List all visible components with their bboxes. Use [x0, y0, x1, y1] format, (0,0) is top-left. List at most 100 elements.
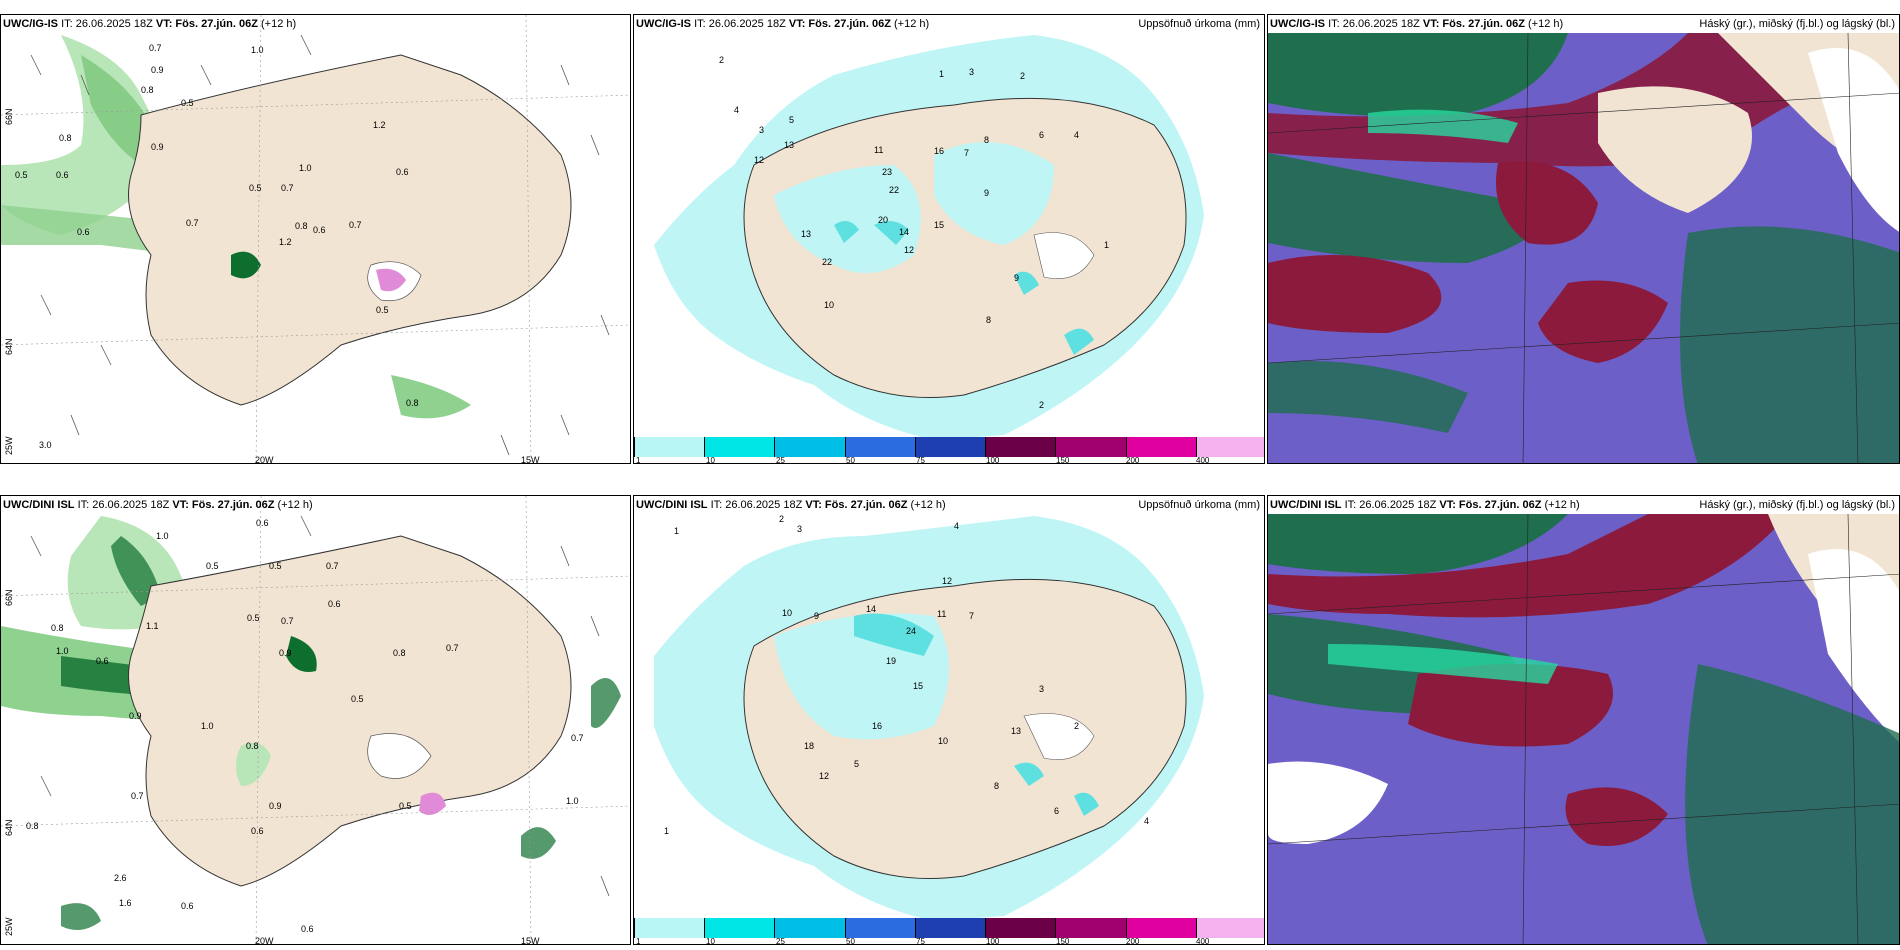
lat-label: 66N: [4, 108, 14, 125]
scale-tick: 10: [706, 937, 715, 945]
lon-label: 20W: [255, 936, 274, 945]
panel-header: UWC/IG-IS IT: 26.06.2025 18Z VT: Fös. 27…: [1270, 18, 1564, 30]
precip-label: 19: [886, 656, 897, 666]
wind-label: 0.8: [393, 648, 406, 658]
lat-label: 64N: [4, 819, 14, 836]
wind-label: 0.5: [181, 98, 194, 108]
precip-label: 3: [969, 67, 975, 77]
wind-label: 0.5: [249, 183, 262, 193]
cloud-map: [1268, 33, 1899, 463]
wind-label: 0.7: [326, 561, 339, 571]
panel-wind-bottom: UWC/DINI ISL IT: 26.06.2025 18Z VT: Fös.…: [0, 495, 631, 945]
wind-label: 0.8: [141, 85, 154, 95]
scale-tick: 150: [1056, 456, 1070, 464]
wind-label: 0.7: [571, 733, 584, 743]
panel-wind-top: UWC/IG-IS IT: 26.06.2025 18Z VT: Fös. 27…: [0, 14, 631, 464]
precip-label: 2: [1020, 71, 1026, 81]
wind-label: 0.6: [251, 826, 264, 836]
precip-label: 13: [1011, 726, 1022, 736]
scale-tick: 10: [706, 456, 715, 464]
precip-label: 3: [759, 125, 765, 135]
precip-label: 22: [822, 257, 833, 267]
panel-header: UWC/DINI ISL IT: 26.06.2025 18Z VT: Fös.…: [636, 499, 946, 511]
precip-label: 4: [1144, 816, 1150, 826]
precip-label: 4: [954, 521, 960, 531]
wind-label: 0.6: [56, 170, 69, 180]
wind-label: 2.6: [114, 873, 127, 883]
precip-label: 18: [804, 741, 815, 751]
scale-tick: 200: [1126, 456, 1140, 464]
wind-label: 0.6: [396, 167, 409, 177]
lat-label: 66N: [4, 589, 14, 606]
precip-label: 7: [969, 611, 975, 621]
precip-label: 7: [964, 148, 970, 158]
precip-label: 23: [882, 167, 893, 177]
scale-tick: 50: [846, 456, 855, 464]
precip-label: 11: [937, 609, 947, 619]
precip-color-scale: [634, 437, 1264, 457]
precip-label: 1: [1104, 240, 1110, 250]
precip-label: 2: [1074, 721, 1080, 731]
wind-label: 0.9: [151, 142, 164, 152]
precip-label: 10: [938, 736, 949, 746]
precip-label: 3: [797, 524, 803, 534]
precip-label: 8: [994, 781, 1000, 791]
precip-label: 2: [1039, 400, 1045, 410]
precip-label: 5: [789, 115, 795, 125]
panel-clouds-bottom: UWC/DINI ISL IT: 26.06.2025 18Z VT: Fös.…: [1267, 495, 1900, 945]
precip-label: 4: [734, 105, 740, 115]
precip-label: 16: [934, 146, 945, 156]
wind-label: 0.8: [246, 741, 259, 751]
precip-label: 13: [801, 229, 812, 239]
precip-label: 13: [784, 140, 795, 150]
precip-label: 12: [819, 771, 830, 781]
wind-map: [1, 15, 630, 463]
precip-label: 11: [874, 145, 884, 155]
panel-clouds-top: UWC/IG-IS IT: 26.06.2025 18Z VT: Fös. 27…: [1267, 14, 1900, 464]
wind-label: 0.5: [376, 305, 389, 315]
precip-label: 12: [904, 245, 915, 255]
lat-label: 64N: [4, 338, 14, 355]
scale-tick: 200: [1126, 937, 1140, 945]
wind-label: 0.6: [77, 227, 90, 237]
wind-label: 0.9: [279, 648, 292, 658]
precip-label: 10: [782, 608, 793, 618]
wind-label: 1.0: [566, 796, 579, 806]
scale-tick: 400: [1196, 456, 1210, 464]
panel-header: UWC/DINI ISL IT: 26.06.2025 18Z VT: Fös.…: [3, 499, 313, 511]
wind-label: 1.0: [251, 45, 264, 55]
scale-tick: 25: [776, 456, 785, 464]
wind-label: 0.7: [281, 183, 294, 193]
precip-label: 5: [854, 759, 860, 769]
wind-label: 0.6: [256, 518, 269, 528]
precip-map: [654, 35, 1204, 440]
precip-label: 6: [1054, 806, 1060, 816]
panel-title: Háský (gr.), miðský (fj.bl.) og lágský (…: [1699, 499, 1895, 511]
wind-label: 0.6: [301, 924, 314, 934]
wind-label: 0.5: [15, 170, 28, 180]
panel-title: Háský (gr.), miðský (fj.bl.) og lágský (…: [1699, 18, 1895, 30]
wind-label: 0.7: [131, 791, 144, 801]
wind-label: 0.9: [269, 801, 282, 811]
lon-label: 20W: [255, 455, 274, 464]
wind-label: 0.8: [406, 398, 419, 408]
wind-label: 1.1: [146, 621, 159, 631]
precip-color-scale: [634, 918, 1264, 938]
lon-label: 15W: [521, 936, 540, 945]
panel-header: UWC/IG-IS IT: 26.06.2025 18Z VT: Fös. 27…: [3, 18, 297, 30]
lon-label: 25W: [4, 917, 14, 936]
scale-tick: 150: [1056, 937, 1070, 945]
precip-label: 8: [984, 135, 990, 145]
precip-label: 10: [824, 300, 835, 310]
wind-label: 0.6: [181, 901, 194, 911]
wind-map: [1, 496, 630, 944]
wind-label: 0.9: [151, 65, 164, 75]
wind-label: 0.8: [26, 821, 39, 831]
scale-tick: 50: [846, 937, 855, 945]
panel-header: UWC/DINI ISL IT: 26.06.2025 18Z VT: Fös.…: [1270, 499, 1580, 511]
wind-label: 0.9: [129, 711, 142, 721]
wind-label: 0.5: [269, 561, 282, 571]
wind-label: 1.0: [156, 531, 169, 541]
precip-label: 20: [878, 215, 889, 225]
precip-label: 15: [934, 220, 945, 230]
